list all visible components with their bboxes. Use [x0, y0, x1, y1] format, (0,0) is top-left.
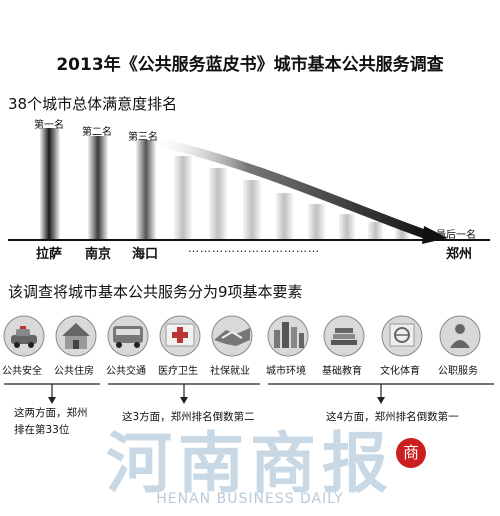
element-label: 公职服务 — [438, 366, 478, 377]
city-third: 海口 — [132, 247, 159, 262]
ranking-heading: 38个城市总体满意度排名 — [8, 95, 178, 113]
bar-second — [88, 136, 108, 240]
element-label: 文化体育 — [380, 366, 420, 377]
group-note-1: 这两方面，郑州 排在第33位 — [14, 407, 88, 436]
bars-remaining — [174, 156, 409, 240]
element-label: 公共住房 — [54, 366, 94, 377]
group-note-2: 这3方面，郑州排名倒数第二 — [122, 411, 255, 423]
watermark-newspaper-name: 河南商报 — [106, 424, 394, 502]
rank-label-last: 最后一名 — [436, 230, 476, 241]
books-icon — [323, 315, 365, 357]
element-label: 基础教育 — [322, 366, 362, 377]
city-last: 郑州 — [446, 247, 473, 262]
handshake-icon — [211, 315, 253, 357]
bar-third — [136, 140, 156, 240]
house-icon — [55, 315, 97, 357]
elements-heading: 该调查将城市基本公共服务分为9项基本要素 — [8, 283, 303, 301]
official-icon — [439, 315, 481, 357]
rank-label-third: 第三名 — [128, 132, 158, 143]
element-label: 社保就业 — [210, 366, 250, 377]
city-second: 南京 — [85, 247, 112, 262]
sports-icon — [381, 315, 423, 357]
watermark-newspaper-name-en: HENAN BUSINESS DAILY — [156, 491, 344, 507]
element-label: 公共交通 — [106, 366, 146, 377]
police-car-icon — [3, 315, 45, 357]
bar-first — [40, 128, 60, 240]
descending-arrow — [145, 135, 435, 241]
rank-label-second: 第二名 — [82, 127, 112, 138]
element-label: 公共安全 — [2, 366, 42, 377]
city-first: 拉萨 — [36, 247, 63, 262]
city-skyline-icon — [267, 315, 309, 357]
rank-label-first: 第一名 — [34, 120, 64, 131]
page-title: 2013年《公共服务蓝皮书》城市基本公共服务调查 — [56, 55, 444, 75]
element-label: 医疗卫生 — [158, 366, 198, 377]
medical-cross-icon — [159, 315, 201, 357]
newspaper-seal-icon: 商 — [396, 438, 426, 468]
group-note-3: 这4方面，郑州排名倒数第一 — [326, 411, 459, 423]
bus-icon — [107, 315, 149, 357]
element-label: 城市环境 — [266, 366, 306, 377]
ranking-ellipsis: …………………………… — [188, 242, 320, 255]
